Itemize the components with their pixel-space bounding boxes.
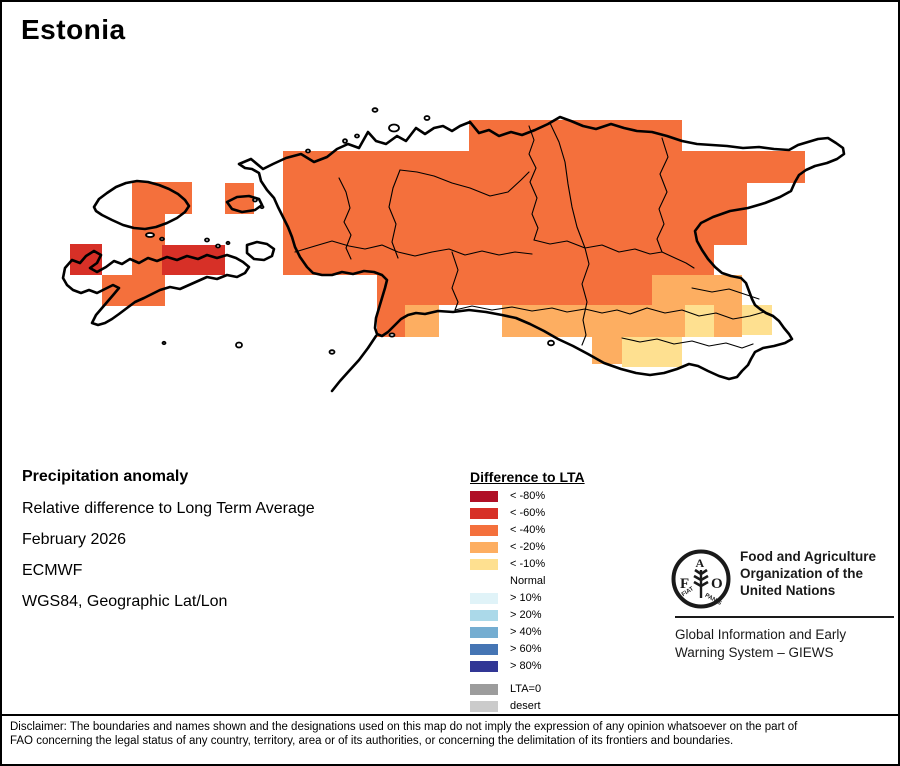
mainland-outline [237, 115, 846, 381]
fao-divider [675, 616, 894, 618]
anomaly-cell-m20 [714, 305, 742, 337]
anomaly-cell-m10 [622, 337, 682, 367]
wheat-icon [693, 568, 709, 598]
anomaly-cell-m40 [283, 245, 714, 275]
legend-label: > 40% [510, 626, 542, 638]
anomaly-cell-m20 [652, 275, 742, 305]
anomaly-cell-m60 [70, 244, 102, 275]
anomaly-grid-cells [70, 120, 805, 367]
legend-label: < -40% [510, 524, 546, 536]
giews-line1: Global Information and Early [675, 627, 847, 642]
page-title: Estonia [21, 14, 126, 45]
fao-org-name: Food and Agriculture Organization of the… [740, 548, 876, 599]
anomaly-cell-m20 [502, 305, 685, 337]
fao-block: F A O FIAT PANIS Food and Agriculture Or… [668, 546, 898, 666]
anomaly-cell-m40 [377, 305, 407, 337]
legend-label: < -10% [510, 558, 546, 570]
muhu-outline [245, 240, 276, 262]
giews-name: Global Information and Early Warning Sys… [675, 626, 846, 662]
anomaly-cell-m10 [742, 305, 772, 335]
anomaly-cell-m20 [405, 305, 439, 337]
legend-swatch [470, 644, 498, 655]
anomaly-cell-m10 [685, 305, 714, 337]
legend-swatch [470, 576, 498, 587]
legend: Difference to LTA < -80% < -60% < -40% < -2… [468, 469, 638, 719]
anomaly-cell-m40 [225, 183, 254, 214]
legend-swatch [470, 627, 498, 638]
legend-label: desert [510, 700, 541, 712]
legend-label: Normal [510, 575, 546, 587]
fao-org-line3: United Nations [740, 583, 836, 598]
fao-org-line2: Organization of the [740, 566, 863, 581]
giews-line2: Warning System – GIEWS [675, 645, 834, 660]
legend-label: < -60% [510, 507, 546, 519]
legend-swatch [470, 661, 498, 672]
legend-label: > 10% [510, 592, 542, 604]
hiiumaa-outline [92, 179, 191, 231]
fao-letter-f: F [680, 576, 689, 592]
saaremaa-outline [61, 249, 251, 327]
legend-swatch [470, 542, 498, 553]
legend-swatch [470, 701, 498, 712]
info-heading: Precipitation anomaly [22, 468, 189, 485]
legend-swatch [470, 610, 498, 621]
legend-swatch [470, 508, 498, 519]
anomaly-cell-m40 [102, 275, 165, 306]
fao-letter-a: A [696, 556, 705, 570]
legend-label: LTA=0 [510, 683, 542, 695]
legend-label: > 60% [510, 643, 542, 655]
disclaimer-text: Disclaimer: The boundaries and names sho… [10, 721, 798, 747]
legend-swatch [470, 559, 498, 570]
legend-swatch [470, 491, 498, 502]
map-info-block: Precipitation anomaly Relative differenc… [22, 468, 422, 624]
county-boundaries [294, 122, 765, 349]
anomaly-cell-m40 [283, 151, 805, 183]
legend-swatch [470, 684, 498, 695]
info-line-source: ECMWF [22, 562, 83, 579]
info-line-period: February 2026 [22, 531, 127, 548]
legend-swatch [470, 525, 498, 536]
disclaimer-bar: Disclaimer: The boundaries and names sho… [2, 714, 898, 748]
info-line-projection: WGS84, Geographic Lat/Lon [22, 593, 228, 610]
anomaly-cell-m40 [283, 214, 747, 245]
info-line-description: Relative difference to Long Term Average [22, 500, 315, 517]
anomaly-cell-m60 [162, 245, 225, 275]
legend-swatch [470, 593, 498, 604]
legend-label: > 20% [510, 609, 542, 621]
legend-title: Difference to LTA [470, 469, 585, 485]
legend-label: < -80% [510, 490, 546, 502]
country-outline [61, 115, 846, 393]
latvia-coast-line [330, 334, 378, 393]
legend-label: > 80% [510, 660, 542, 672]
estonia-map [61, 107, 846, 393]
anomaly-cell-m40 [377, 275, 652, 305]
fao-logo: F A O FIAT PANIS [671, 549, 731, 609]
legend-label: < -20% [510, 541, 546, 553]
fao-org-line1: Food and Agriculture [740, 549, 876, 564]
islets [145, 107, 555, 355]
anomaly-cell-m40 [283, 183, 747, 214]
fao-letter-o: O [711, 576, 723, 592]
